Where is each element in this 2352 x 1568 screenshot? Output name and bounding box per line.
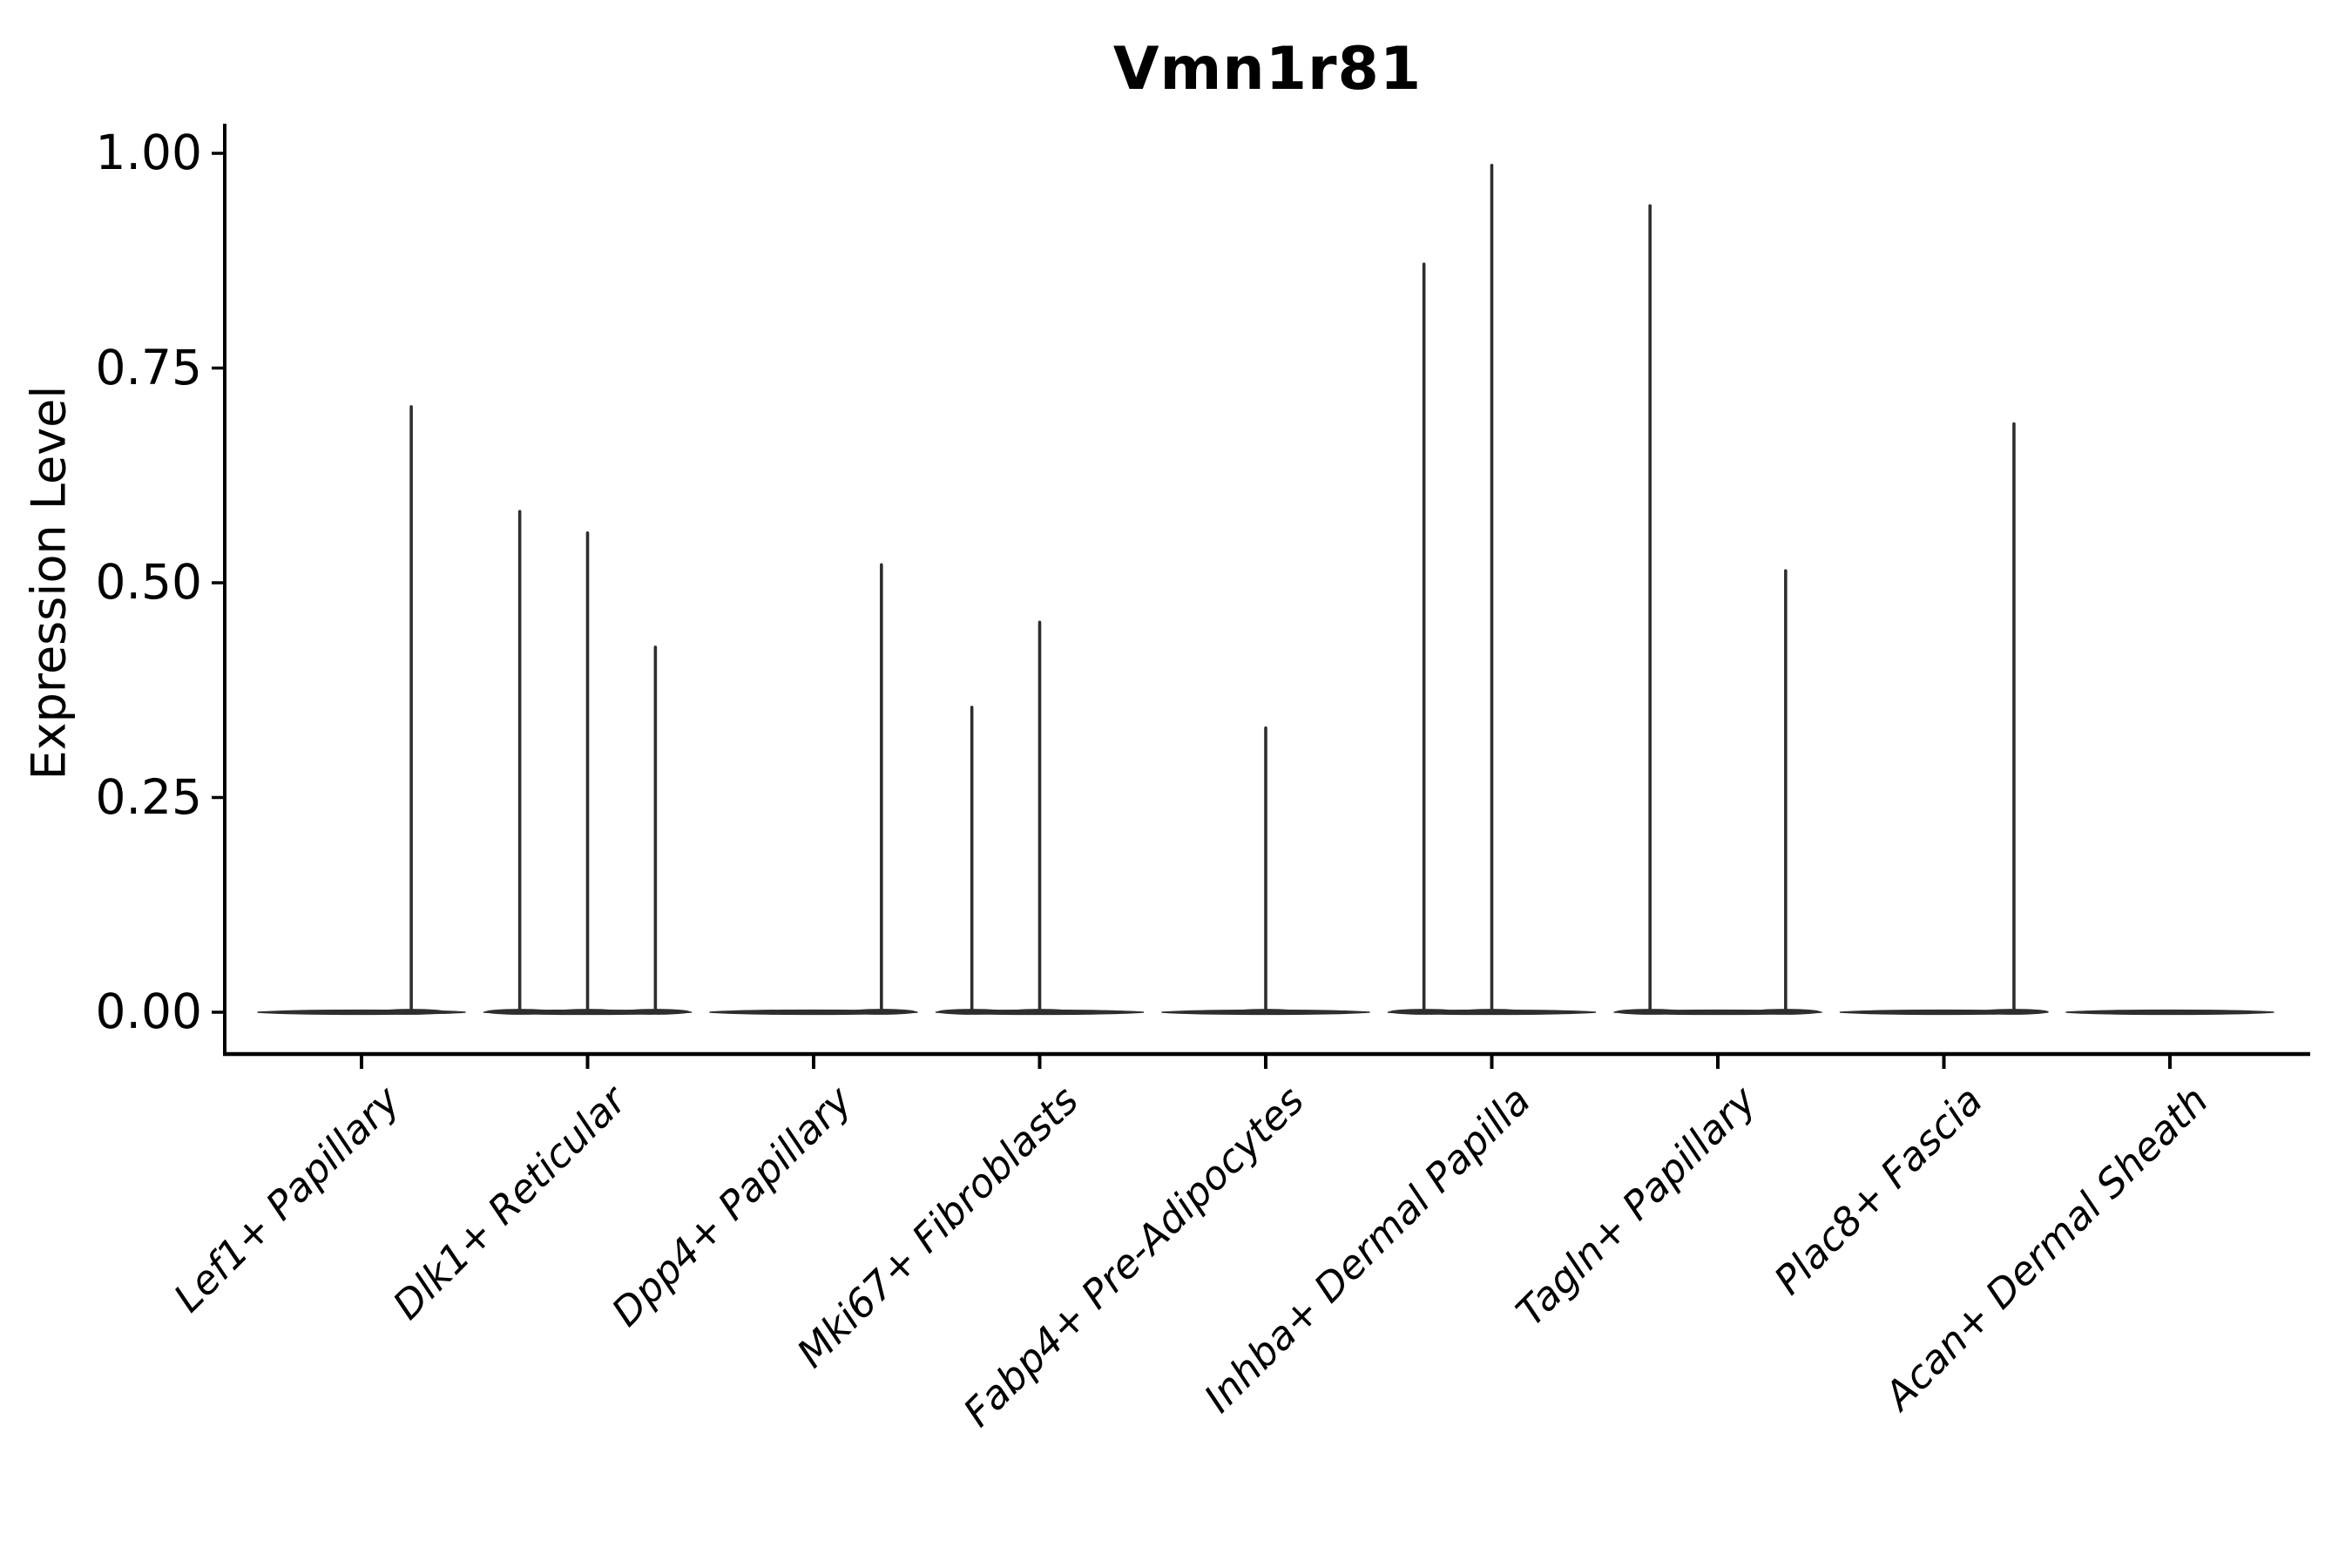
y-tick-label: 1.00 [95, 125, 202, 180]
chart-title: Vmn1r81 [1112, 35, 1423, 104]
y-tick-label: 0.50 [95, 554, 202, 610]
y-tick-label: 0.00 [95, 983, 202, 1039]
y-tick-label: 0.75 [95, 339, 202, 395]
violin-body [2065, 1009, 2274, 1016]
y-tick-label: 0.25 [95, 768, 202, 825]
